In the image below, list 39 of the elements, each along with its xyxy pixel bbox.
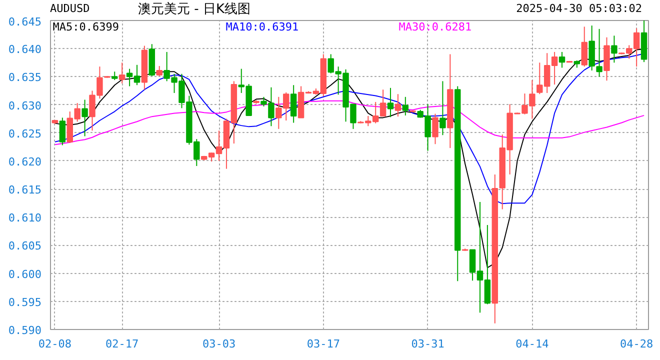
candlestick: [596, 28, 602, 78]
candlestick: [387, 87, 394, 118]
text: 2025-04-30 05:03:02: [516, 2, 642, 15]
text: MA5:0.6399: [52, 20, 119, 34]
candlestick: [402, 96, 409, 116]
y-tick-label: 0.625: [8, 127, 42, 140]
candlestick: [82, 99, 88, 137]
candlestick: [156, 66, 162, 77]
y-tick-label: 0.590: [8, 324, 42, 337]
y-tick-label: 0.630: [8, 99, 42, 112]
candlestick: [118, 62, 126, 84]
x-tick-label: 02-17: [106, 338, 139, 350]
chart-title: 澳元美元 - 日K线图: [138, 1, 250, 18]
y-tick-label: 0.600: [8, 268, 42, 281]
text: MA10:0.6391: [226, 20, 299, 34]
candlestick: [558, 51, 566, 68]
y-tick-label: 0.595: [8, 296, 42, 309]
text: MA30:0.6281: [398, 20, 472, 34]
chart-subtitle: AUDUSD: [50, 2, 90, 15]
x-tick-label: 03-17: [306, 338, 340, 350]
candlestick: [290, 84, 297, 124]
candlestick: [432, 113, 438, 145]
candlestick: [59, 117, 66, 146]
y-tick-label: 0.615: [8, 184, 42, 197]
x-tick-label: 03-03: [202, 338, 236, 350]
candlestick: [581, 26, 588, 68]
y-tick-label: 0.610: [8, 212, 42, 225]
y-tick-label: 0.605: [8, 240, 42, 253]
candlestick: [394, 94, 402, 118]
y-tick-label: 0.640: [8, 43, 42, 56]
y-tick-label: 0.645: [8, 16, 42, 28]
candlestick: [611, 35, 618, 64]
x-tick-label: 03-31: [411, 338, 444, 350]
x-tick-label: 04-28: [620, 338, 654, 350]
x-tick-label: 02-08: [38, 338, 72, 350]
candlestick: [440, 80, 446, 136]
x-tick-label: 04-14: [516, 338, 550, 350]
y-tick-label: 0.620: [8, 155, 42, 168]
y-tick-label: 0.635: [8, 71, 42, 84]
